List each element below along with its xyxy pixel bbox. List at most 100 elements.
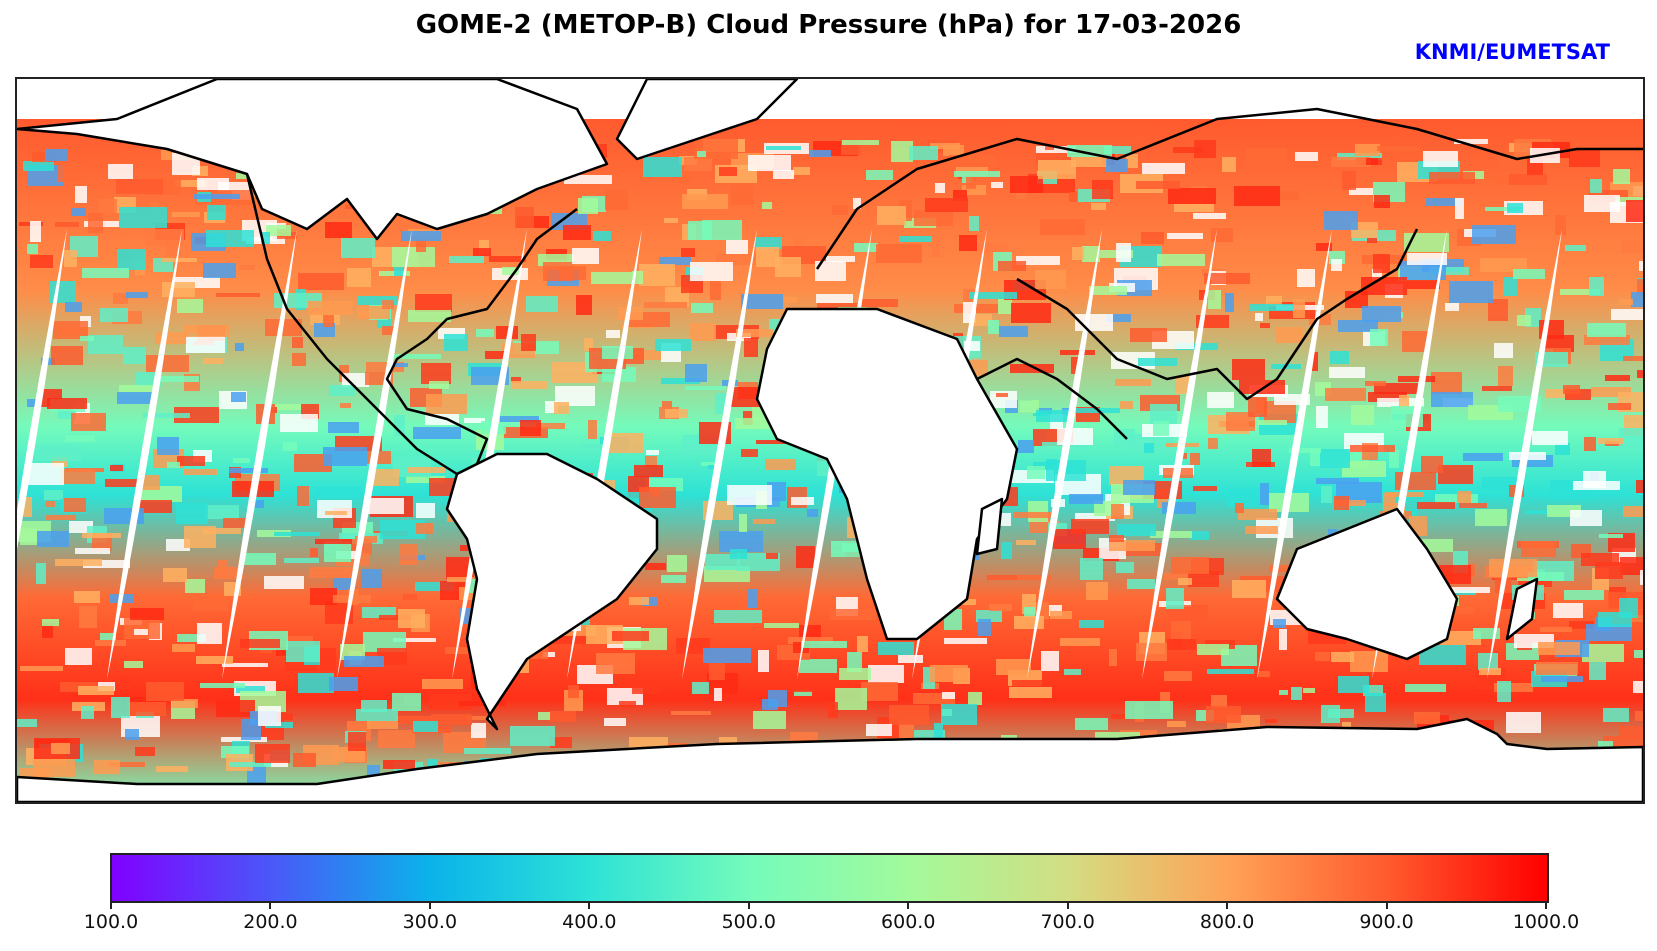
- cloud-pixel-block: [1635, 711, 1643, 721]
- cloud-pixel-block: [697, 151, 706, 157]
- cloud-pixel-block: [991, 182, 1003, 188]
- cloud-pixel-block: [78, 686, 114, 695]
- cloud-pixel-block: [278, 713, 293, 720]
- cloud-pixel-block: [1057, 428, 1093, 445]
- cloud-pixel-block: [1265, 719, 1277, 723]
- cloud-pixel-block: [117, 392, 155, 404]
- cloud-pixel-block: [966, 172, 976, 189]
- cloud-pixel-block: [502, 267, 519, 275]
- cloud-pixel-block: [1117, 524, 1156, 536]
- cloud-pixel-block: [1449, 281, 1493, 303]
- cloud-pixel-block: [1478, 653, 1498, 670]
- cloud-pixel-block: [913, 693, 955, 704]
- cloud-pixel-block: [1012, 680, 1047, 689]
- cloud-pixel-block: [1423, 151, 1458, 167]
- cloud-pixel-block: [1013, 512, 1054, 518]
- cloud-pixel-block: [1035, 270, 1066, 289]
- cloud-pixel-block: [969, 292, 1017, 299]
- cloud-pixel-block: [1167, 605, 1208, 622]
- colorbar-tick-label: 100.0: [83, 911, 139, 933]
- cloud-pixel-block: [1521, 541, 1556, 557]
- cloud-pixel-block: [832, 205, 848, 215]
- cloud-pixel-block: [325, 222, 352, 238]
- cloud-pixel-block: [920, 166, 951, 176]
- cloud-pixel-block: [1495, 174, 1518, 184]
- cloud-pixel-block: [124, 618, 160, 639]
- cloud-pixel-block: [1421, 456, 1443, 473]
- cloud-pixel-block: [216, 700, 255, 717]
- cloud-pixel-block: [1071, 357, 1080, 374]
- cloud-pixel-block: [756, 440, 793, 444]
- cloud-pixel-block: [1475, 509, 1507, 526]
- cloud-pixel-block: [1419, 645, 1466, 665]
- cloud-pixel-block: [1414, 712, 1440, 724]
- cloud-pixel-block: [755, 237, 782, 249]
- cloud-pixel-block: [1532, 431, 1568, 445]
- cloud-pixel-block: [348, 732, 366, 751]
- cloud-pixel-block: [197, 623, 222, 644]
- cloud-pixel-block: [766, 146, 801, 150]
- cloud-pixel-block: [1494, 343, 1513, 358]
- cloud-pixel-block: [794, 691, 812, 696]
- cloud-pixel-block: [110, 465, 123, 471]
- cloud-pixel-block: [1150, 531, 1192, 538]
- cloud-pixel-block: [1553, 603, 1583, 618]
- cloud-pixel-block: [1328, 709, 1354, 718]
- cloud-pixel-block: [667, 555, 687, 572]
- cloud-pixel-block: [146, 355, 189, 372]
- cloud-pixel-block: [261, 232, 270, 244]
- cloud-pixel-block: [1349, 188, 1373, 195]
- cloud-pixel-block: [826, 256, 855, 262]
- cloud-pixel-block: [399, 544, 418, 565]
- cloud-pixel-block: [671, 711, 711, 715]
- cloud-pixel-block: [1619, 299, 1633, 305]
- cloud-pixel-block: [1291, 687, 1302, 700]
- cloud-pixel-block: [163, 568, 187, 582]
- cloud-pixel-block: [476, 329, 494, 337]
- cloud-pixel-block: [1463, 453, 1503, 461]
- cloud-pixel-block: [691, 303, 713, 313]
- cloud-pixel-block: [1222, 157, 1236, 172]
- cloud-pixel-block: [71, 208, 86, 216]
- cloud-pixel-block: [866, 724, 892, 736]
- cloud-pixel-block: [341, 238, 375, 258]
- cloud-pixel-block: [175, 180, 206, 187]
- cloud-pixel-block: [1232, 580, 1266, 598]
- cloud-pixel-block: [1338, 320, 1378, 332]
- cloud-pixel-block: [273, 404, 302, 410]
- swath-gap: [107, 229, 182, 679]
- cloud-pixel-block: [526, 296, 558, 312]
- cloud-pixel-block: [1010, 364, 1054, 373]
- antarctica-outline: [17, 717, 1643, 802]
- cloud-pixel-block: [1598, 612, 1632, 627]
- cloud-pixel-block: [866, 170, 893, 180]
- cloud-pixel-block: [79, 606, 97, 628]
- cloud-pixel-block: [398, 609, 425, 628]
- cloud-pixel-block: [108, 762, 145, 767]
- cloud-pixel-block: [134, 629, 148, 635]
- cloud-pixel-block: [1279, 629, 1287, 650]
- colorbar-tick-label: 300.0: [402, 911, 458, 933]
- cloud-pixel-block: [1431, 392, 1473, 407]
- cloud-pixel-block: [793, 167, 810, 175]
- cloud-pixel-block: [662, 401, 672, 409]
- cloud-pixel-block: [1138, 358, 1177, 366]
- cloud-pixel-block: [1153, 421, 1169, 436]
- cloud-pixel-block: [1171, 621, 1191, 639]
- cloud-pixel-block: [1089, 286, 1127, 295]
- cloud-pixel-block: [999, 326, 1028, 337]
- cloud-pixel-block: [323, 315, 334, 327]
- cloud-pixel-block: [1196, 710, 1214, 721]
- cloud-pixel-block: [203, 358, 223, 364]
- cloud-pixel-block: [1365, 693, 1386, 712]
- cloud-pixel-block: [1072, 247, 1084, 260]
- cloud-pixel-block: [784, 297, 797, 303]
- cloud-pixel-block: [1071, 155, 1107, 167]
- cloud-pixel-block: [1334, 496, 1349, 510]
- cloud-pixel-block: [172, 644, 195, 652]
- cloud-pixel-block: [408, 310, 451, 322]
- cloud-pixel-block: [719, 531, 763, 552]
- cloud-pixel-block: [1485, 207, 1520, 211]
- cloud-pixel-block: [664, 218, 678, 223]
- cloud-pixel-block: [736, 329, 773, 337]
